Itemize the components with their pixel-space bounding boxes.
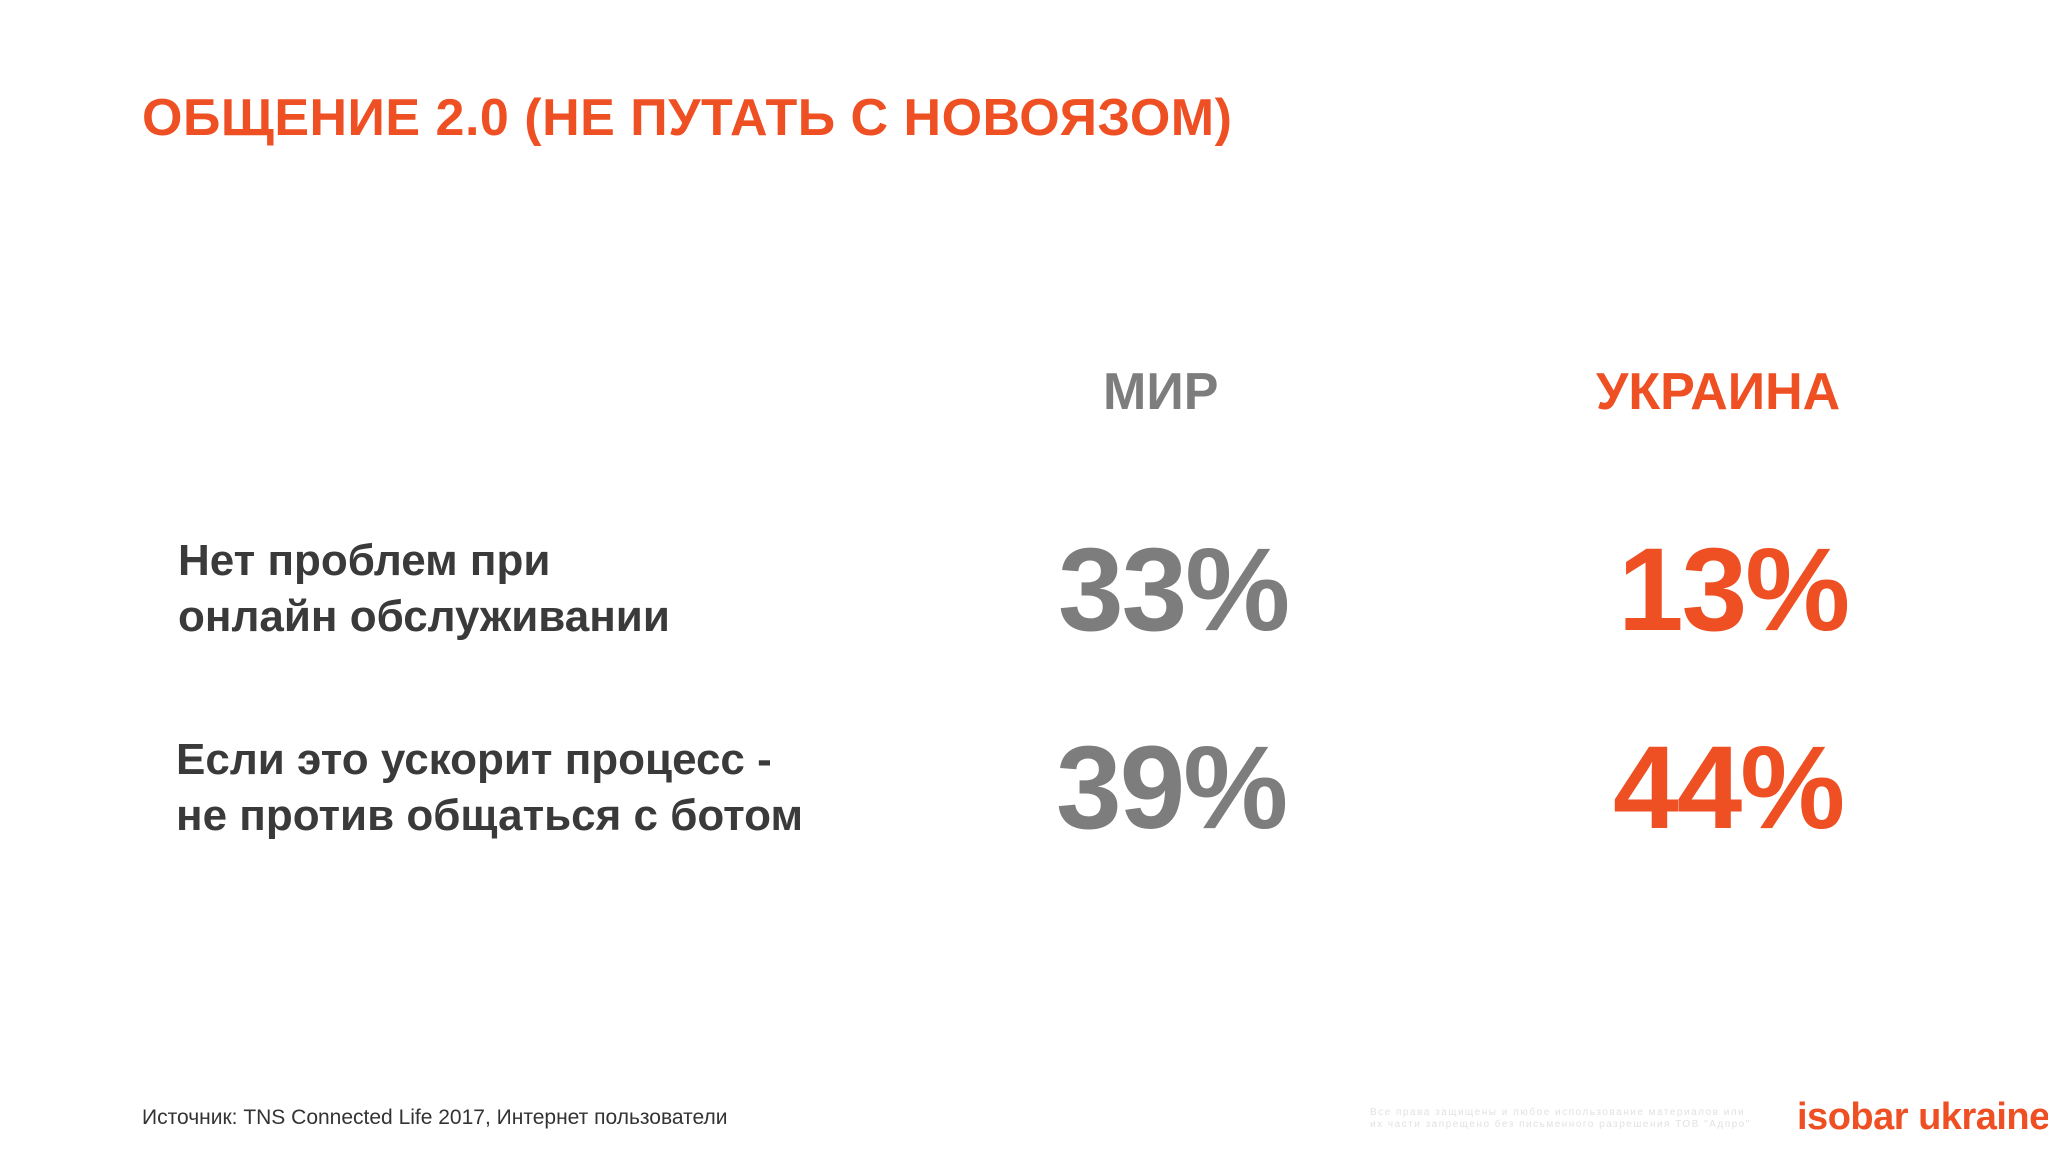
value-ukraine-online-service: 13%	[1618, 524, 1850, 656]
copyright-notice: Все права защищены и любое использование…	[1370, 1107, 1751, 1131]
copyright-line: Все права защищены и любое использование…	[1370, 1107, 1746, 1118]
brand-logo: isobar ukraine	[1797, 1096, 2048, 1138]
copyright-line: их части запрещено без письменного разре…	[1370, 1119, 1751, 1130]
value-world-chatbot: 39%	[1056, 722, 1288, 854]
value-ukraine-chatbot: 44%	[1613, 722, 1845, 854]
row-label-line: не против общаться с ботом	[176, 791, 803, 840]
slide-title: ОБЩЕНИЕ 2.0 (НЕ ПУТАТЬ С НОВОЯЗОМ)	[142, 89, 1233, 147]
column-header-ukraine: УКРАИНА	[1596, 363, 1841, 421]
row-label-line: онлайн обслуживании	[178, 592, 670, 641]
source-note: Источник: TNS Connected Life 2017, Интер…	[142, 1106, 728, 1129]
column-header-world: МИР	[1103, 363, 1219, 421]
row-label-online-service: Нет проблем при онлайн обслуживании	[178, 533, 670, 645]
value-world-online-service: 33%	[1058, 524, 1290, 656]
row-label-chatbot: Если это ускорит процесс - не против общ…	[176, 732, 803, 844]
row-label-line: Если это ускорит процесс -	[176, 735, 772, 784]
row-label-line: Нет проблем при	[178, 536, 551, 585]
